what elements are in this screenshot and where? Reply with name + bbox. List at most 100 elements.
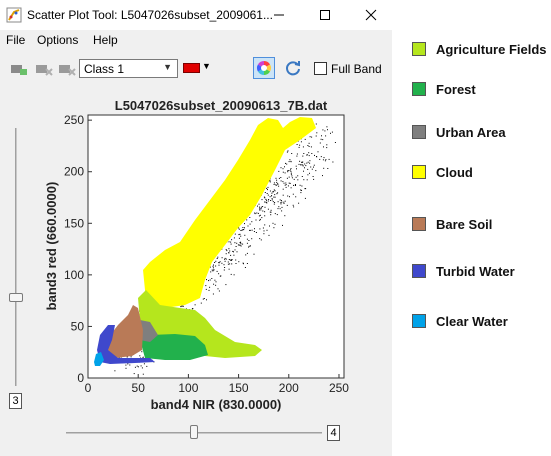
maximize-button[interactable] [302, 0, 348, 30]
y-axis-label: band3 red (660.0000) [44, 182, 59, 311]
scatter-point [280, 177, 282, 178]
scatter-point [276, 181, 278, 183]
scatter-point [265, 201, 267, 203]
y-tick-label: 200 [64, 165, 84, 179]
scatter-point [309, 162, 311, 164]
scatter-point [280, 200, 282, 201]
class-select[interactable]: Class 1 ▼ [79, 59, 178, 78]
clear-class-icon[interactable] [58, 62, 76, 81]
color-dropdown-icon[interactable]: ▼ [202, 61, 211, 71]
scatter-point [273, 189, 275, 191]
menu-file[interactable]: File [6, 33, 26, 47]
close-icon [365, 9, 377, 21]
scatter-point [203, 298, 205, 299]
scatter-point [238, 244, 240, 246]
scatter-point [269, 180, 271, 182]
horizontal-band-value[interactable]: 4 [327, 425, 340, 441]
scatter-point [246, 242, 248, 244]
scatter-point [213, 269, 215, 271]
class-color-swatch[interactable] [183, 63, 200, 73]
vertical-band-value[interactable]: 3 [9, 393, 22, 409]
color-wheel-button[interactable] [253, 57, 275, 79]
scatter-point [221, 257, 223, 259]
scatter-point [287, 185, 289, 187]
scatter-point [211, 278, 213, 279]
scatter-point [228, 252, 230, 254]
scatter-point [285, 162, 286, 164]
scatter-point [249, 229, 251, 231]
scatter-point [242, 262, 244, 264]
scatter-point [292, 204, 294, 206]
scatter-point [192, 308, 194, 309]
scatter-point [206, 279, 207, 281]
scatter-point [282, 171, 284, 173]
scatter-point [273, 227, 275, 229]
scatter-point [280, 167, 282, 169]
scatter-point [286, 177, 288, 179]
scatter-point [259, 228, 261, 230]
scatter-point [210, 271, 212, 273]
scatter-point [246, 252, 248, 254]
scatter-point [266, 199, 267, 201]
scatter-point [212, 267, 214, 269]
class-select-value: Class 1 [84, 62, 125, 76]
scatter-point [125, 364, 127, 366]
scatter-point [259, 214, 261, 216]
scatter-point [224, 267, 226, 268]
scatter-point [282, 224, 283, 226]
scatter-point [309, 160, 311, 162]
scatter-point [322, 159, 324, 161]
delete-class-icon[interactable] [35, 62, 53, 81]
add-class-icon[interactable] [10, 62, 28, 81]
scatter-point [249, 223, 251, 225]
scatter-point [268, 234, 270, 236]
scatter-point [276, 184, 278, 186]
scatter-point [263, 230, 265, 232]
scatter-point [275, 177, 277, 179]
vertical-slider-thumb[interactable] [9, 293, 23, 302]
scatter-point [308, 155, 310, 157]
scatter-point [307, 168, 309, 170]
scatter-point [289, 196, 290, 198]
scatter-point [269, 181, 271, 183]
scatter-point [225, 258, 227, 260]
scatter-point [266, 187, 268, 189]
forest-region [140, 334, 208, 360]
scatter-point [286, 151, 288, 153]
scatter-point [217, 288, 219, 290]
x-tick-label: 150 [229, 381, 249, 395]
scatter-point [310, 146, 312, 148]
scatter-point [224, 257, 226, 259]
menu-options[interactable]: Options [37, 33, 79, 47]
scatter-point [209, 266, 211, 268]
refresh-icon[interactable] [284, 59, 302, 82]
minimize-button[interactable] [256, 0, 302, 30]
y-axis-ticks: 0 50 100 150 200 250 [64, 113, 92, 385]
scatter-point [239, 244, 241, 246]
scatter-point [277, 183, 279, 185]
scatter-point [288, 170, 290, 171]
full-band-checkbox[interactable] [314, 62, 327, 75]
vertical-slider-track[interactable] [15, 128, 17, 386]
scatter-point [264, 215, 266, 217]
scatter-point [300, 164, 302, 166]
horizontal-slider-thumb[interactable] [190, 425, 198, 439]
scatter-point [315, 135, 317, 137]
scatter-point [231, 259, 233, 261]
scatter-point [146, 365, 148, 367]
scatter-point [264, 224, 266, 226]
scatter-plot[interactable]: L5047026subset_20090613_7B.dat 0 50 100 150… [0, 90, 392, 420]
scatter-point [205, 285, 207, 287]
scatter-point [243, 263, 244, 265]
scatter-point [306, 179, 308, 181]
scatter-point [268, 199, 270, 200]
scatter-point [141, 367, 143, 369]
scatter-point [313, 178, 315, 180]
scatter-point [287, 150, 289, 152]
scatter-point [306, 162, 308, 164]
menu-help[interactable]: Help [93, 33, 118, 47]
close-button[interactable] [348, 0, 394, 30]
scatter-point [276, 214, 278, 216]
scatter-point [302, 155, 304, 157]
scatter-point [136, 365, 138, 367]
